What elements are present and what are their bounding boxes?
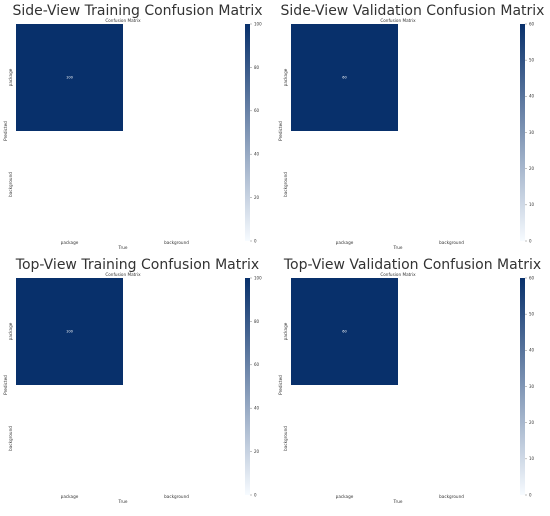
- colorbar-tick-label: 10: [529, 202, 535, 207]
- confusion-matrix-chart: Top-View Training Confusion MatrixConfus…: [3, 257, 262, 504]
- colorbar-tick-label: 60: [254, 362, 260, 367]
- x-tick-label: background: [439, 494, 464, 499]
- y-tick-label: background: [8, 172, 13, 197]
- y-tick-label: package: [283, 322, 288, 340]
- matrix-subtitle: Confusion Matrix: [380, 272, 416, 277]
- heatmap-cell: [123, 131, 230, 238]
- y-tick-label: background: [283, 426, 288, 451]
- colorbar-tick-label: 100: [254, 275, 262, 280]
- colorbar: [520, 24, 525, 241]
- y-tick-label: package: [283, 68, 288, 86]
- heatmap-cell: [291, 24, 398, 131]
- colorbar-tick-label: 40: [254, 406, 260, 411]
- matrix-panel-top-validation: Top-View Validation Confusion Matrix Conf…: [275, 254, 550, 512]
- y-tick-label: package: [8, 322, 13, 340]
- confusion-matrix-chart: Side-View Validation Confusion MatrixCon…: [278, 3, 545, 250]
- matrix-panel-side-validation: Side-View Validation Confusion Matrix Con…: [275, 0, 550, 258]
- colorbar-tick-label: 0: [254, 492, 257, 497]
- cell-value-label: 60: [342, 330, 346, 334]
- colorbar-tick-label: 0: [254, 238, 257, 243]
- x-tick-label: package: [336, 240, 354, 245]
- confusion-matrix-chart: Top-View Validation Confusion MatrixConf…: [278, 257, 541, 504]
- chart-title: Top-View Training Confusion Matrix: [15, 257, 259, 273]
- matrix-subtitle: Confusion Matrix: [105, 18, 141, 23]
- colorbar-tick-label: 0: [529, 238, 532, 243]
- matrix-subtitle: Confusion Matrix: [380, 18, 416, 23]
- x-axis-label: True: [393, 245, 403, 250]
- y-tick-label: background: [8, 426, 13, 451]
- colorbar-tick-label: 20: [529, 420, 535, 425]
- colorbar-tick-label: 80: [254, 65, 260, 70]
- heatmap-cell: [16, 278, 123, 385]
- chart-title: Side-View Validation Confusion Matrix: [281, 3, 545, 19]
- heatmap-cell: [398, 385, 505, 492]
- y-tick-label: background: [283, 172, 288, 197]
- y-axis-label: Predicted: [278, 375, 283, 395]
- y-axis-label: Predicted: [3, 375, 8, 395]
- x-axis-label: True: [118, 245, 128, 250]
- heatmap-cell: [291, 131, 398, 238]
- chart-title: Side-View Training Confusion Matrix: [12, 3, 262, 19]
- colorbar-tick-label: 80: [254, 319, 260, 324]
- matrix-panel-side-training: Side-View Training Confusion Matrix Confu…: [0, 0, 275, 258]
- cell-value-label: 100: [66, 76, 73, 80]
- x-axis-label: True: [118, 499, 128, 504]
- heatmap-cell: [291, 385, 398, 492]
- colorbar-tick-label: 60: [529, 275, 535, 280]
- colorbar-tick-label: 100: [254, 21, 262, 26]
- heatmap-cell: [291, 278, 398, 385]
- heatmap-cell: [398, 131, 505, 238]
- x-tick-label: package: [61, 494, 79, 499]
- cell-value-label: 100: [66, 330, 73, 334]
- heatmap-cell: [16, 24, 123, 131]
- colorbar-tick-label: 60: [254, 108, 260, 113]
- colorbar-tick-label: 40: [529, 94, 535, 99]
- colorbar: [245, 24, 250, 241]
- colorbar: [520, 278, 525, 495]
- heatmap-cell: [398, 24, 505, 131]
- colorbar-tick-label: 40: [529, 348, 535, 353]
- matrix-panel-top-training: Top-View Training Confusion Matrix Confus…: [0, 254, 275, 512]
- colorbar-tick-label: 0: [529, 492, 532, 497]
- colorbar-tick-label: 10: [529, 456, 535, 461]
- cell-value-label: 60: [342, 76, 346, 80]
- matrix-subtitle: Confusion Matrix: [105, 272, 141, 277]
- x-tick-label: background: [164, 240, 189, 245]
- x-axis-label: True: [393, 499, 403, 504]
- x-tick-label: package: [61, 240, 79, 245]
- x-tick-label: package: [336, 494, 354, 499]
- colorbar-tick-label: 30: [529, 130, 535, 135]
- y-axis-label: Predicted: [3, 121, 8, 141]
- heatmap-cell: [16, 131, 123, 238]
- heatmap-cell: [398, 278, 505, 385]
- colorbar-tick-label: 30: [529, 384, 535, 389]
- colorbar-tick-label: 60: [529, 21, 535, 26]
- colorbar-tick-label: 20: [254, 449, 260, 454]
- y-axis-label: Predicted: [278, 121, 283, 141]
- heatmap-cell: [123, 278, 230, 385]
- chart-title: Top-View Validation Confusion Matrix: [283, 257, 541, 273]
- colorbar-tick-label: 40: [254, 152, 260, 157]
- colorbar-tick-label: 20: [254, 195, 260, 200]
- x-tick-label: background: [164, 494, 189, 499]
- confusion-matrix-chart: Side-View Training Confusion MatrixConfu…: [3, 3, 263, 250]
- heatmap-cell: [123, 385, 230, 492]
- colorbar-tick-label: 50: [529, 312, 535, 317]
- y-tick-label: package: [8, 68, 13, 86]
- x-tick-label: background: [439, 240, 464, 245]
- heatmap-cell: [123, 24, 230, 131]
- colorbar: [245, 278, 250, 495]
- heatmap-cell: [16, 385, 123, 492]
- colorbar-tick-label: 50: [529, 58, 535, 63]
- colorbar-tick-label: 20: [529, 166, 535, 171]
